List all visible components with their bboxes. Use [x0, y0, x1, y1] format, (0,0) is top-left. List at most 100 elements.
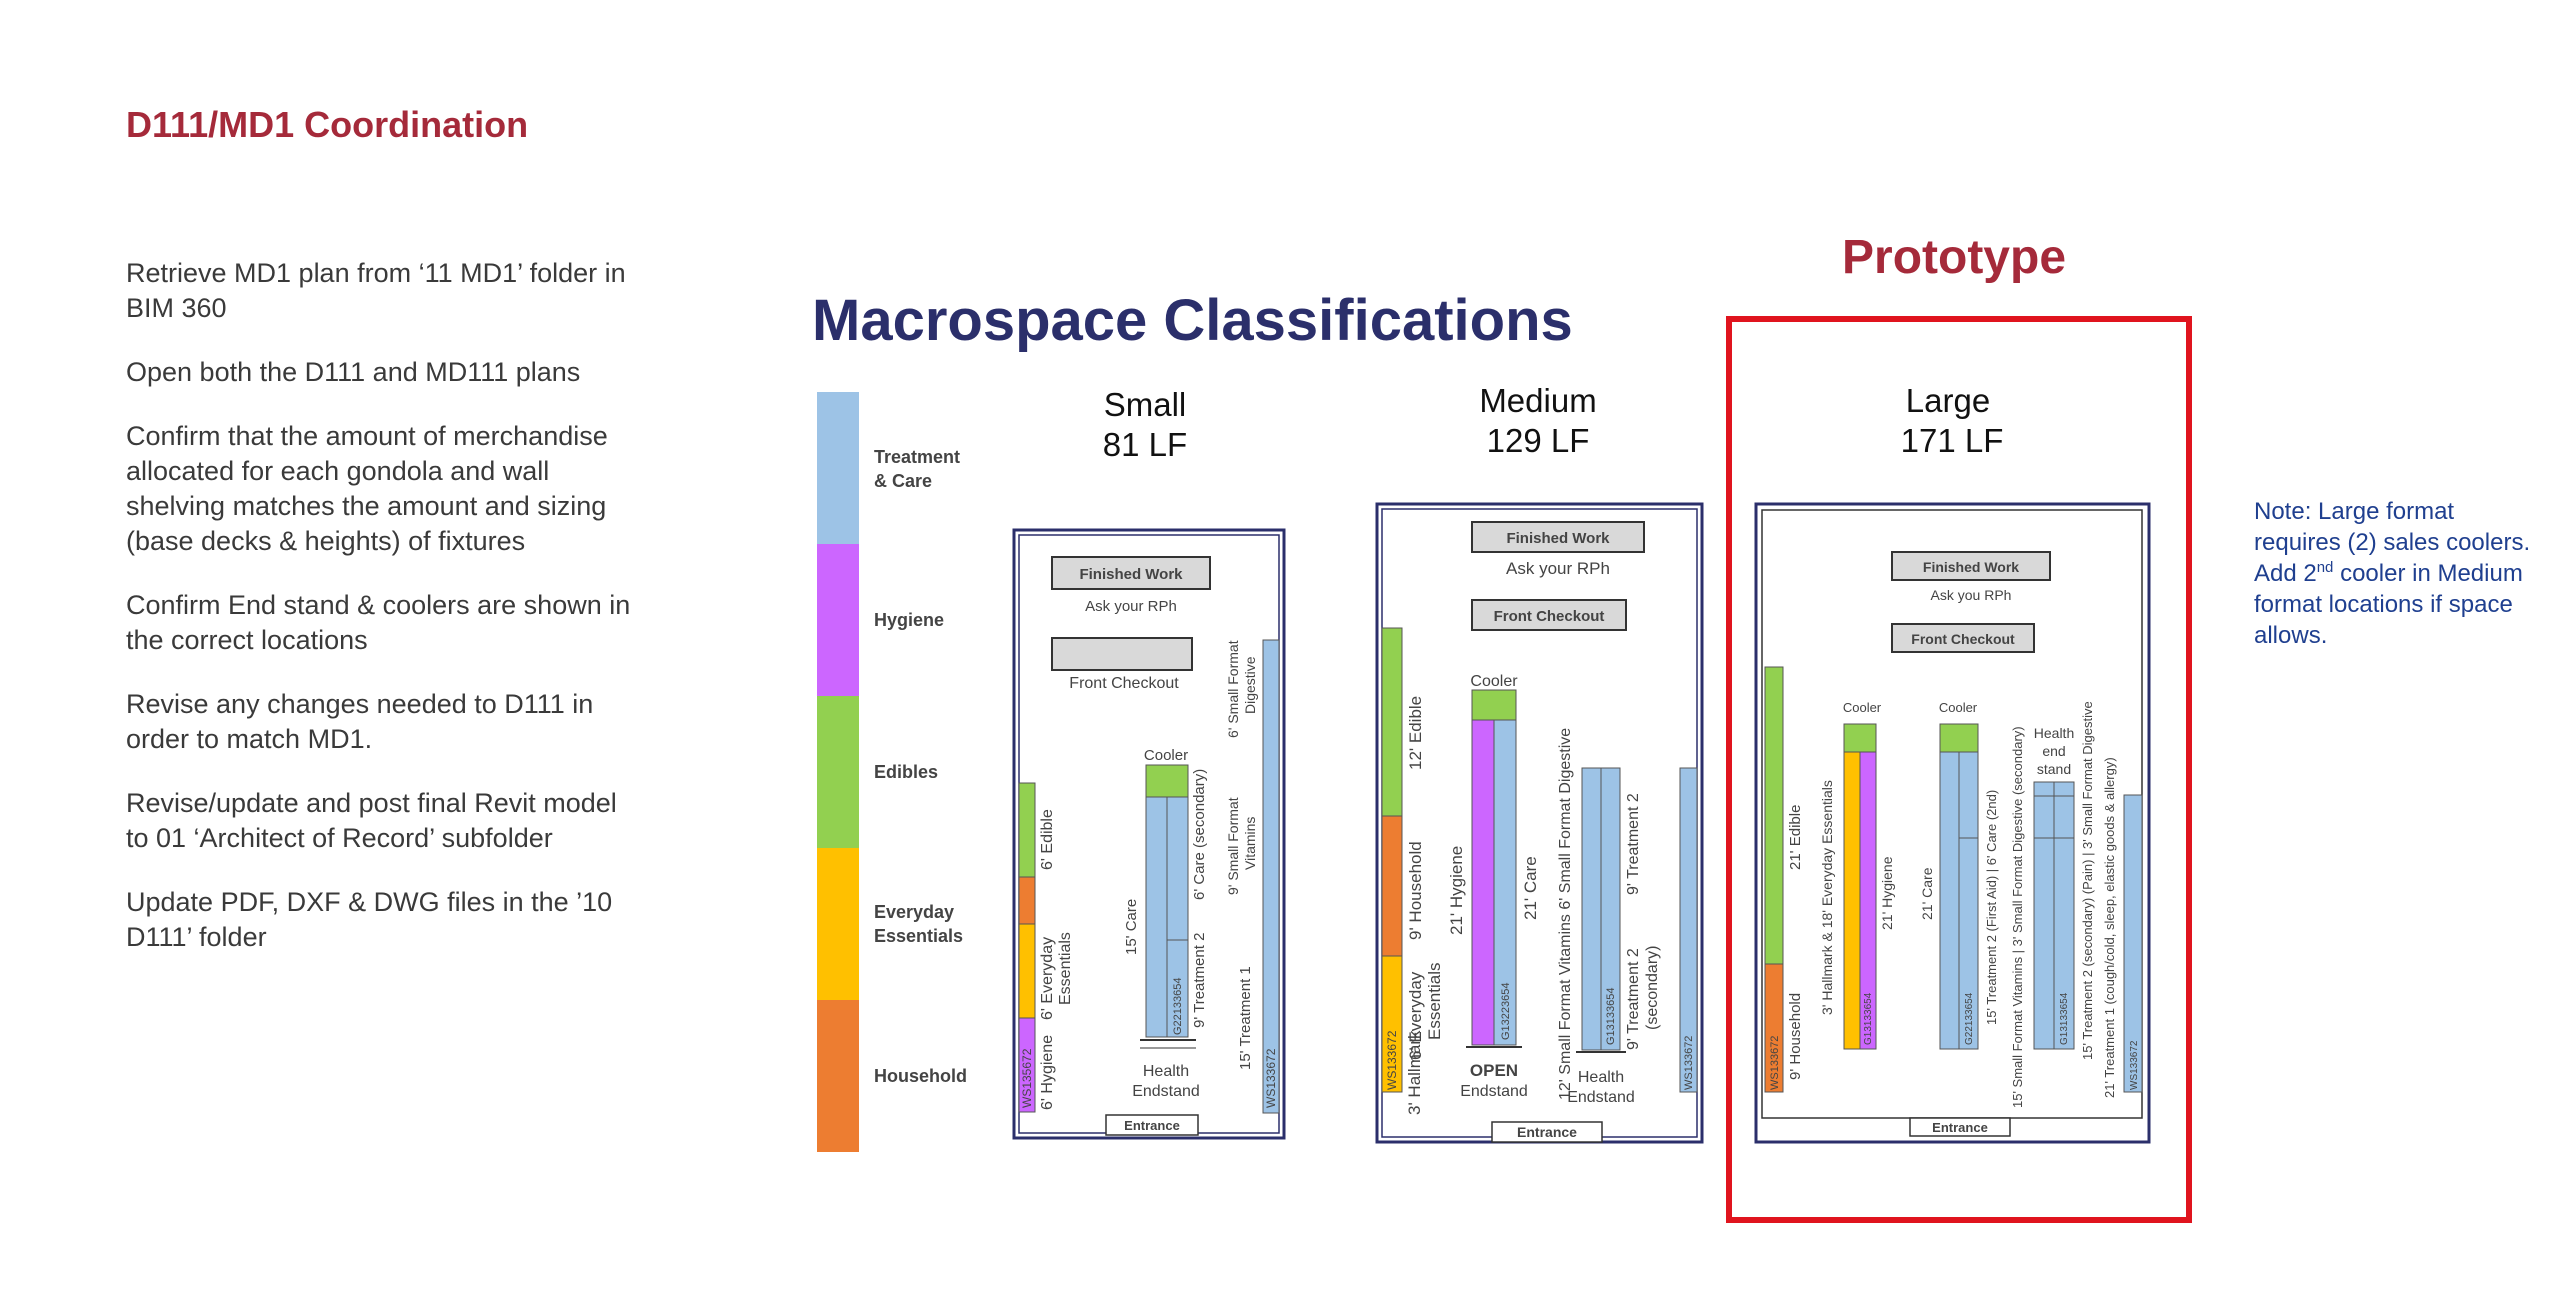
legend-label-edibles: Edibles	[874, 762, 938, 782]
slide-title: D111/MD1 Coordination	[126, 104, 529, 145]
legend-label-hygiene: Hygiene	[874, 610, 944, 630]
medium-cooler	[1471, 689, 1517, 721]
large-cooler-1	[1843, 723, 1877, 753]
svg-text:G13133654: G13133654	[1605, 988, 1617, 1046]
svg-text:Entrance: Entrance	[1517, 1124, 1577, 1140]
legend-swatch-household	[817, 1000, 859, 1152]
format-large-lf: 171 LF	[1901, 422, 2004, 459]
instruction-list: Retrieve MD1 plan from ‘11 MD1’ folder i…	[126, 256, 646, 984]
small-hygiene-bay	[1018, 1017, 1036, 1113]
large-front-checkout	[1891, 623, 2035, 653]
small-treatment-wall	[1262, 639, 1280, 1114]
svg-text:G22133654: G22133654	[1172, 978, 1184, 1036]
svg-text:Finished Work: Finished Work	[1079, 566, 1183, 583]
svg-text:G13133654: G13133654	[1863, 992, 1874, 1045]
medium-front-checkout	[1471, 599, 1627, 631]
svg-text:21' Treatment 1 (cough/cold, s: 21' Treatment 1 (cough/cold, sleep, elas…	[2102, 757, 2117, 1098]
large-treatment-wall	[2123, 794, 2143, 1093]
svg-text:Finished Work: Finished Work	[1923, 559, 2019, 575]
step-4: Confirm End stand & coolers are shown in…	[126, 590, 631, 655]
legend-swatch-everyday	[817, 848, 859, 1000]
svg-text:15' Treatment 1: 15' Treatment 1	[1237, 966, 1254, 1070]
note-line-2: Add 2nd cooler in Medium format location…	[2254, 559, 2523, 649]
svg-text:9' Household: 9' Household	[1787, 993, 1804, 1080]
legend-swatch-treatment	[817, 392, 859, 544]
prototype-highlight-frame	[1726, 316, 2192, 1223]
svg-text:Cooler: Cooler	[1939, 700, 1978, 715]
large-outline	[1754, 502, 2151, 1144]
svg-text:Entrance: Entrance	[1932, 1120, 1988, 1135]
svg-text:Cooler: Cooler	[1470, 673, 1518, 690]
svg-text:6' Hygiene: 6' Hygiene	[1039, 1035, 1056, 1110]
svg-text:Ask your RPh: Ask your RPh	[1506, 559, 1610, 578]
svg-text:stand: stand	[2037, 761, 2071, 777]
small-front-checkout	[1051, 637, 1193, 671]
svg-text:9' Treatment 2: 9' Treatment 2	[1625, 948, 1642, 1050]
svg-text:Ask your RPh: Ask your RPh	[1085, 598, 1177, 615]
large-finished-work	[1891, 551, 2051, 581]
svg-text:6' Care (secondary): 6' Care (secondary)	[1191, 769, 1208, 900]
svg-text:Endstand: Endstand	[1460, 1083, 1528, 1100]
svg-text:Front Checkout: Front Checkout	[1911, 631, 2015, 647]
svg-text:Health: Health	[1578, 1069, 1624, 1086]
svg-text:Finished Work: Finished Work	[1506, 530, 1610, 547]
svg-text:12' Small Format Vitamins 6': 12' Small Format Vitamins 6' Small Forma…	[1557, 728, 1574, 1100]
svg-text:21' Hygiene: 21' Hygiene	[1447, 846, 1466, 935]
svg-text:G22133654: G22133654	[1964, 992, 1975, 1045]
large-floorplan: Finished Work Ask you RPh Front Checkout…	[1754, 502, 2151, 1144]
svg-text:Front Checkout: Front Checkout	[1069, 675, 1179, 692]
svg-text:Essentials: Essentials	[1057, 932, 1074, 1005]
svg-text:Digestive: Digestive	[1242, 656, 1258, 714]
svg-text:Endstand: Endstand	[1132, 1083, 1200, 1100]
svg-text:21' Hygiene: 21' Hygiene	[1879, 856, 1895, 930]
svg-text:Front Checkout: Front Checkout	[1494, 608, 1605, 625]
svg-text:6' Edible: 6' Edible	[1039, 809, 1056, 870]
svg-text:15' Small Format Vitamins | 3': 15' Small Format Vitamins | 3' Small For…	[2010, 726, 2025, 1108]
svg-text:WS133672: WS133672	[1264, 1048, 1278, 1108]
legend-label-everyday: Everyday Essentials	[874, 902, 963, 946]
svg-text:3' Hallmark: 3' Hallmark	[1405, 1030, 1424, 1115]
format-medium-lf: 129 LF	[1487, 422, 1590, 459]
format-large-name: Large	[1906, 382, 1990, 419]
format-small-name: Small	[1104, 386, 1187, 423]
svg-text:OPEN: OPEN	[1470, 1061, 1518, 1080]
svg-text:3' Hallmark & 18' Everyday Ess: 3' Hallmark & 18' Everyday Essentials	[1819, 780, 1835, 1015]
step-1: Retrieve MD1 plan from ‘11 MD1’ folder i…	[126, 258, 626, 323]
svg-text:15' Treatment 2 (secondary) (P: 15' Treatment 2 (secondary) (Pain) | 3' …	[2080, 701, 2095, 1060]
svg-text:(secondary): (secondary)	[1644, 946, 1661, 1030]
svg-text:Essentials: Essentials	[1425, 963, 1444, 1040]
svg-text:G13133654: G13133654	[2059, 992, 2070, 1045]
svg-text:9' Household: 9' Household	[1406, 841, 1425, 940]
legend-swatch-hygiene	[817, 544, 859, 696]
svg-text:Entrance: Entrance	[1124, 1118, 1180, 1133]
svg-text:Health: Health	[1143, 1063, 1189, 1080]
svg-text:6' Everyday: 6' Everyday	[1406, 971, 1425, 1060]
legend-swatch-edibles	[817, 696, 859, 848]
svg-text:Endstand: Endstand	[1567, 1089, 1635, 1106]
svg-text:6' Everyday: 6' Everyday	[1039, 937, 1056, 1020]
svg-text:Cooler: Cooler	[1144, 747, 1188, 764]
svg-text:WS133672: WS133672	[1385, 1030, 1399, 1090]
medium-treatment-wall	[1679, 767, 1698, 1093]
svg-text:12' Edible: 12' Edible	[1406, 696, 1425, 770]
svg-text:9' Treatment 2: 9' Treatment 2	[1191, 933, 1208, 1028]
medium-floorplan: Finished Work Ask your RPh Front Checkou…	[1375, 502, 1704, 1144]
large-format-note: Note: Large format requires (2) sales co…	[2254, 496, 2544, 651]
step-7: Update PDF, DXF & DWG files in the ’10 D…	[126, 887, 613, 952]
step-5: Revise any changes needed to D111 in ord…	[126, 689, 594, 754]
svg-text:Ask you RPh: Ask you RPh	[1931, 587, 2012, 603]
svg-text:end: end	[2042, 743, 2065, 759]
small-outline	[1012, 528, 1286, 1140]
step-6: Revise/update and post final Revit model…	[126, 788, 617, 853]
diagram-title: Macrospace Classifications	[812, 288, 1573, 353]
svg-text:G13223654: G13223654	[1500, 983, 1512, 1041]
note-line-1: Note: Large format requires (2) sales co…	[2254, 498, 2531, 556]
small-finished-work	[1051, 556, 1211, 590]
svg-text:6' Small Format: 6' Small Format	[1225, 640, 1241, 738]
step-2: Open both the D111 and MD111 plans	[126, 357, 581, 387]
small-edible-bay	[1018, 782, 1036, 878]
svg-text:Health: Health	[2034, 725, 2074, 741]
format-small-lf: 81 LF	[1103, 426, 1187, 463]
svg-text:Vitamins: Vitamins	[1242, 817, 1258, 870]
